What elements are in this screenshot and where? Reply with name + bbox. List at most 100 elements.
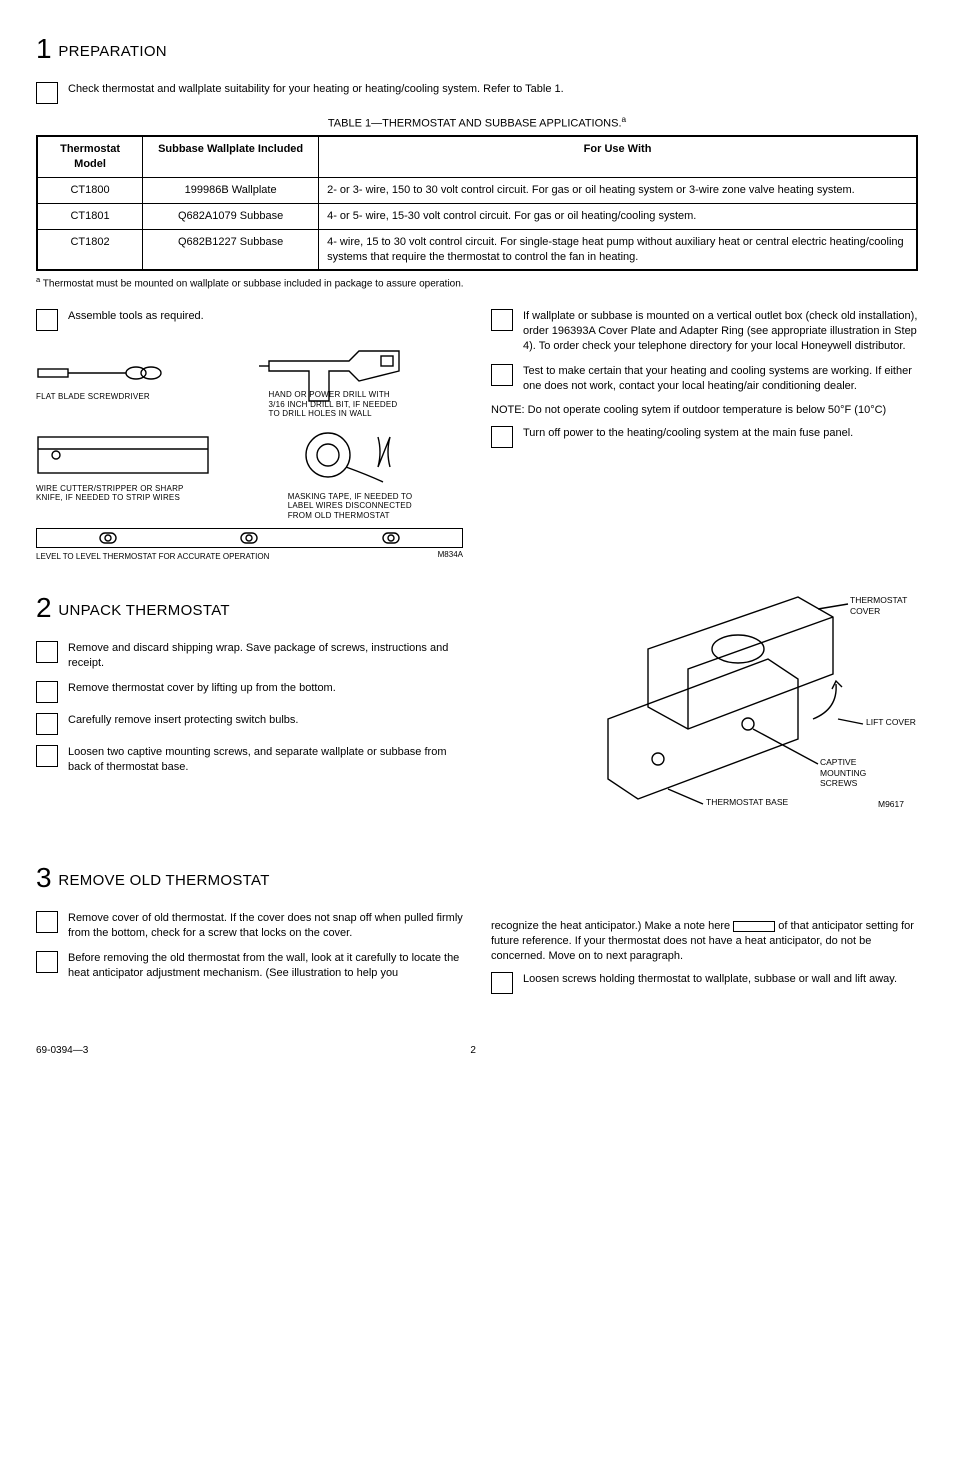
footnote-text: Thermostat must be mounted on wallplate … [40, 279, 463, 290]
table-header: Thermostat Model [37, 136, 143, 177]
remove-r2-row: Loosen screws holding thermostat to wall… [491, 972, 918, 994]
diag-cover-label: THERMOSTAT COVER [850, 595, 918, 616]
intro-check-row: Check thermostat and wallplate suitabili… [36, 82, 918, 104]
tool-row-2: WIRE CUTTER/STRIPPER OR SHARP KNIFE, IF … [36, 427, 463, 521]
table-caption-text: TABLE 1—THERMOSTAT AND SUBBASE APPLICATI… [328, 117, 622, 129]
checkbox-icon [36, 911, 58, 933]
table-cell: 4- or 5- wire, 15-30 volt control circui… [319, 203, 917, 229]
prep-right-p3-row: Turn off power to the heating/cooling sy… [491, 426, 918, 448]
prep-note: NOTE: Do not operate cooling sytem if ou… [491, 403, 918, 418]
screwdriver-label: FLAT BLADE SCREWDRIVER [36, 392, 241, 402]
tools-figure: FLAT BLADE SCREWDRIVER HAND OR POWER DRI… [36, 341, 463, 563]
drill-label: HAND OR POWER DRILL WITH 3/16 INCH DRILL… [269, 390, 399, 419]
section-3-number: 3 [36, 862, 52, 893]
intro-check-text: Check thermostat and wallplate suitabili… [68, 82, 918, 97]
section-2-title: UNPACK THERMOSTAT [58, 602, 230, 619]
footer-page-number: 2 [470, 1044, 476, 1058]
checkbox-icon [36, 745, 58, 767]
tool-row-1: FLAT BLADE SCREWDRIVER HAND OR POWER DRI… [36, 341, 463, 419]
diag-lift-label: LIFT COVER [866, 717, 916, 728]
checkbox-icon [36, 82, 58, 104]
table-row: CT1802 Q682B1227 Subbase 4- wire, 15 to … [37, 229, 917, 270]
assemble-row: Assemble tools as required. [36, 309, 463, 331]
tape-icon [288, 427, 398, 487]
section-3-title: REMOVE OLD THERMOSTAT [58, 872, 269, 889]
unpack-c2: Remove thermostat cover by lifting up fr… [68, 681, 463, 696]
unpack-c4: Loosen two captive mounting screws, and … [68, 745, 463, 775]
table-header: For Use With [319, 136, 917, 177]
checkbox-icon [491, 309, 513, 331]
prep-right-p3: Turn off power to the heating/cooling sy… [523, 426, 918, 441]
remove-r1a: recognize the heat anticipator.) Make a … [491, 920, 733, 932]
unpack-c2-row: Remove thermostat cover by lifting up fr… [36, 681, 463, 703]
note-entry-box[interactable] [733, 921, 775, 932]
footer-left: 69-0394—3 [36, 1044, 88, 1058]
checkbox-icon [36, 951, 58, 973]
checkbox-icon [36, 681, 58, 703]
tape-label: MASKING TAPE, IF NEEDED TO LABEL WIRES D… [288, 492, 418, 521]
table-cell: Q682A1079 Subbase [143, 203, 319, 229]
unpack-c3: Carefully remove insert protecting switc… [68, 713, 463, 728]
table-caption: TABLE 1—THERMOSTAT AND SUBBASE APPLICATI… [36, 114, 918, 132]
figure-code: M834A [438, 550, 463, 563]
checkbox-icon [491, 426, 513, 448]
table-row: CT1801 Q682A1079 Subbase 4- or 5- wire, … [37, 203, 917, 229]
diag-code: M9617 [878, 799, 904, 810]
remove-left-col: 3 REMOVE OLD THERMOSTAT Remove cover of … [36, 859, 463, 1004]
remove-c1: Remove cover of old thermostat. If the c… [68, 911, 463, 941]
checkbox-icon [36, 641, 58, 663]
table-caption-sup: a [622, 115, 627, 124]
remove-two-col: 3 REMOVE OLD THERMOSTAT Remove cover of … [36, 859, 918, 1004]
section-1-number: 1 [36, 33, 52, 64]
level-vial-icon [239, 531, 259, 545]
table-row: CT1800 199986B Wallplate 2- or 3- wire, … [37, 177, 917, 203]
level-vial-icon [381, 531, 401, 545]
table-cell: 2- or 3- wire, 150 to 30 volt control ci… [319, 177, 917, 203]
applications-table: Thermostat Model Subbase Wallplate Inclu… [36, 135, 918, 271]
remove-r1: recognize the heat anticipator.) Make a … [491, 919, 918, 964]
remove-right-col: recognize the heat anticipator.) Make a … [491, 859, 918, 1004]
screwdriver-icon [36, 359, 176, 387]
unpack-right-col: THERMOSTAT COVER LIFT COVER CAPTIVE MOUN… [491, 589, 918, 829]
prep-right-col: If wallplate or subbase is mounted on a … [491, 309, 918, 563]
thermostat-svg [538, 589, 918, 829]
remove-r2: Loosen screws holding thermostat to wall… [523, 972, 918, 987]
stripper-icon [36, 427, 211, 479]
diag-captive-label: CAPTIVE MOUNTING SCREWS [820, 757, 900, 789]
section-3-heading: 3 REMOVE OLD THERMOSTAT [36, 859, 463, 897]
section-2-heading: 2 UNPACK THERMOSTAT [36, 589, 463, 627]
checkbox-icon [36, 713, 58, 735]
table-cell: CT1802 [37, 229, 143, 270]
table-cell: Q682B1227 Subbase [143, 229, 319, 270]
remove-c1-row: Remove cover of old thermostat. If the c… [36, 911, 463, 941]
unpack-c4-row: Loosen two captive mounting screws, and … [36, 745, 463, 775]
prep-two-col: Assemble tools as required. FLAT BLADE S… [36, 309, 918, 563]
diag-base-label: THERMOSTAT BASE [706, 797, 788, 808]
remove-c2: Before removing the old thermostat from … [68, 951, 463, 981]
thermostat-diagram: THERMOSTAT COVER LIFT COVER CAPTIVE MOUN… [538, 589, 918, 829]
prep-right-p2: Test to make certain that your heating a… [523, 364, 918, 394]
unpack-two-col: 2 UNPACK THERMOSTAT Remove and discard s… [36, 589, 918, 829]
page-footer: 69-0394—3 2 [36, 1044, 918, 1058]
table-header: Subbase Wallplate Included [143, 136, 319, 177]
table-cell: 199986B Wallplate [143, 177, 319, 203]
section-2-number: 2 [36, 592, 52, 623]
unpack-c1-row: Remove and discard shipping wrap. Save p… [36, 641, 463, 671]
prep-left-col: Assemble tools as required. FLAT BLADE S… [36, 309, 463, 563]
unpack-c3-row: Carefully remove insert protecting switc… [36, 713, 463, 735]
level-icon [36, 528, 463, 548]
remove-c2-row: Before removing the old thermostat from … [36, 951, 463, 981]
prep-right-p1-row: If wallplate or subbase is mounted on a … [491, 309, 918, 354]
assemble-text: Assemble tools as required. [68, 309, 463, 324]
unpack-left-col: 2 UNPACK THERMOSTAT Remove and discard s… [36, 589, 463, 829]
level-vial-icon [98, 531, 118, 545]
checkbox-icon [36, 309, 58, 331]
level-label: LEVEL TO LEVEL THERMOSTAT FOR ACCURATE O… [36, 552, 269, 563]
table-cell: 4- wire, 15 to 30 volt control circuit. … [319, 229, 917, 270]
table-header-row: Thermostat Model Subbase Wallplate Inclu… [37, 136, 917, 177]
stripper-label: WIRE CUTTER/STRIPPER OR SHARP KNIFE, IF … [36, 484, 211, 503]
section-1-heading: 1 PREPARATION [36, 30, 918, 68]
prep-right-p1: If wallplate or subbase is mounted on a … [523, 309, 918, 354]
table-footnote: a Thermostat must be mounted on wallplat… [36, 275, 918, 291]
checkbox-icon [491, 364, 513, 386]
